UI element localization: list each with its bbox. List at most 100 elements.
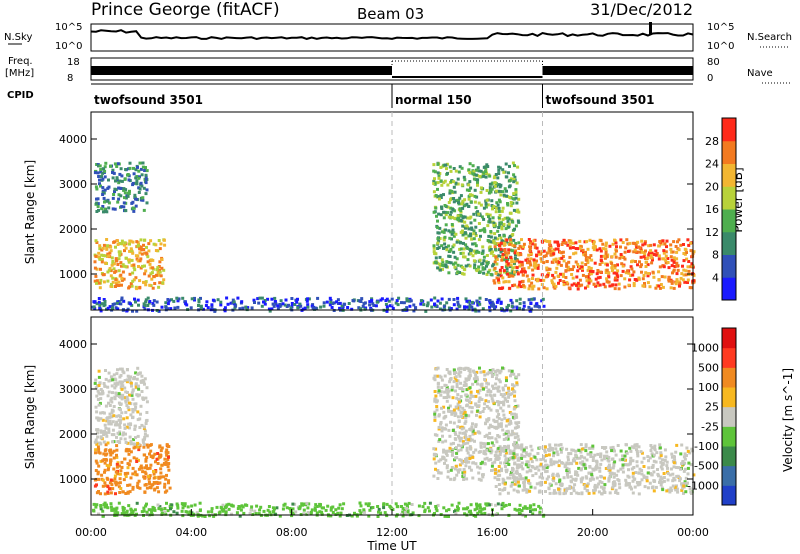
power-echo-cell bbox=[520, 263, 524, 267]
velocity-echo-cell bbox=[273, 507, 276, 511]
velocity-echo-cell bbox=[481, 473, 485, 477]
velocity-echo-cell bbox=[456, 468, 460, 472]
velocity-echo-cell bbox=[507, 422, 511, 426]
velocity-echo-cell bbox=[501, 386, 505, 390]
velocity-echo-cell bbox=[112, 449, 116, 453]
power-echo-cell bbox=[669, 243, 673, 247]
velocity-echo-cell bbox=[469, 390, 473, 394]
power-echo-cell bbox=[511, 244, 515, 247]
power-echo-cell bbox=[614, 276, 617, 280]
velocity-echo-cell bbox=[680, 443, 684, 447]
power-echo-cell bbox=[133, 193, 137, 197]
power-echo-cell bbox=[654, 286, 658, 290]
power-echo-cell bbox=[143, 272, 147, 276]
velocity-echo-cell bbox=[445, 399, 449, 403]
velocity-echo-cell bbox=[436, 477, 440, 480]
velocity-echo-cell bbox=[513, 461, 517, 465]
velocity-echo-cell bbox=[442, 396, 446, 400]
power-echo-cell bbox=[93, 260, 97, 264]
power-echo-cell bbox=[103, 188, 107, 192]
velocity-echo-cell bbox=[322, 506, 325, 510]
power-echo-cell bbox=[437, 239, 441, 243]
velocity-echo-cell bbox=[635, 443, 639, 447]
velocity-echo-cell bbox=[462, 468, 466, 471]
power-echo-cell bbox=[160, 305, 164, 309]
velocity-echo-cell bbox=[143, 470, 147, 474]
velocity-echo-cell bbox=[478, 411, 482, 415]
power-echo-cell bbox=[489, 235, 493, 239]
velocity-echo-cell bbox=[512, 372, 516, 376]
velocity-echo-cell bbox=[103, 461, 107, 465]
power-echo-cell bbox=[502, 241, 506, 245]
velocity-echo-cell bbox=[464, 436, 468, 440]
power-echo-cell bbox=[664, 254, 668, 258]
velocity-colorbar-label: Velocity [m s^-1] bbox=[781, 368, 795, 472]
power-echo-cell bbox=[126, 191, 130, 195]
power-echo-cell bbox=[522, 304, 526, 308]
power-echo-cell bbox=[515, 266, 519, 270]
velocity-echo-cell bbox=[144, 459, 148, 463]
power-echo-cell bbox=[162, 268, 166, 272]
velocity-echo-cell bbox=[124, 449, 128, 453]
power-echo-cell bbox=[532, 297, 536, 301]
power-echo-cell bbox=[588, 269, 592, 273]
power-echo-cell bbox=[540, 299, 544, 303]
power-echo-cell bbox=[557, 260, 561, 264]
velocity-echo-cell bbox=[520, 453, 524, 457]
power-echo-cell bbox=[100, 260, 104, 264]
velocity-echo-cell bbox=[441, 434, 444, 438]
velocity-echo-cell bbox=[433, 415, 437, 419]
power-echo-cell bbox=[584, 286, 587, 290]
power-echo-cell bbox=[185, 303, 189, 307]
velocity-echo-cell bbox=[444, 439, 448, 443]
power-echo-cell bbox=[603, 285, 607, 289]
velocity-echo-cell bbox=[428, 501, 432, 505]
power-echo-cell bbox=[547, 267, 551, 271]
velocity-echo-cell bbox=[451, 451, 455, 455]
velocity-echo-cell bbox=[468, 434, 472, 438]
velocity-echo-cell bbox=[125, 378, 129, 382]
velocity-echo-cell bbox=[138, 486, 142, 490]
velocity-echo-cell bbox=[611, 485, 615, 489]
power-echo-cell bbox=[498, 200, 502, 204]
power-echo-cell bbox=[467, 252, 471, 256]
velocity-echo-cell bbox=[690, 449, 694, 453]
velocity-echo-cell bbox=[155, 480, 159, 484]
power-echo-cell bbox=[145, 201, 149, 205]
power-echo-cell bbox=[555, 266, 559, 270]
velocity-echo-cell bbox=[512, 389, 516, 393]
power-echo-cell bbox=[189, 306, 193, 310]
power-echo-cell bbox=[640, 248, 644, 252]
power-echo-cell bbox=[306, 303, 310, 307]
power-echo-cell bbox=[502, 280, 506, 284]
power-echo-cell bbox=[437, 174, 441, 178]
velocity-echo-cell bbox=[570, 448, 574, 452]
velocity-echo-cell bbox=[497, 435, 501, 439]
velocity-echo-cell bbox=[600, 481, 604, 485]
velocity-echo-cell bbox=[557, 443, 561, 447]
power-echo-cell bbox=[105, 247, 109, 251]
velocity-echo-cell bbox=[235, 511, 239, 515]
power-echo-cell bbox=[442, 305, 446, 309]
power-echo-cell bbox=[146, 255, 150, 259]
velocity-echo-cell bbox=[552, 462, 556, 466]
velocity-echo-cell bbox=[476, 430, 480, 434]
velocity-echo-cell bbox=[101, 411, 105, 415]
power-echo-cell bbox=[511, 266, 515, 270]
power-echo-cell bbox=[505, 260, 509, 264]
velocity-colorbar-swatch bbox=[722, 387, 736, 408]
velocity-echo-cell bbox=[96, 431, 99, 435]
velocity-echo-cell bbox=[510, 429, 514, 433]
power-echo-cell bbox=[158, 268, 162, 272]
power-echo-cell bbox=[686, 281, 689, 284]
power-echo-cell bbox=[503, 249, 507, 252]
power-echo-cell bbox=[103, 165, 107, 169]
power-echo-cell bbox=[478, 296, 482, 300]
velocity-echo-cell bbox=[526, 465, 530, 469]
velocity-echo-cell bbox=[458, 374, 462, 378]
power-echo-cell bbox=[144, 175, 148, 179]
power-echo-cell bbox=[279, 299, 283, 303]
velocity-echo-cell bbox=[142, 397, 145, 401]
velocity-echo-cell bbox=[515, 476, 519, 480]
power-echo-cell bbox=[129, 302, 132, 306]
